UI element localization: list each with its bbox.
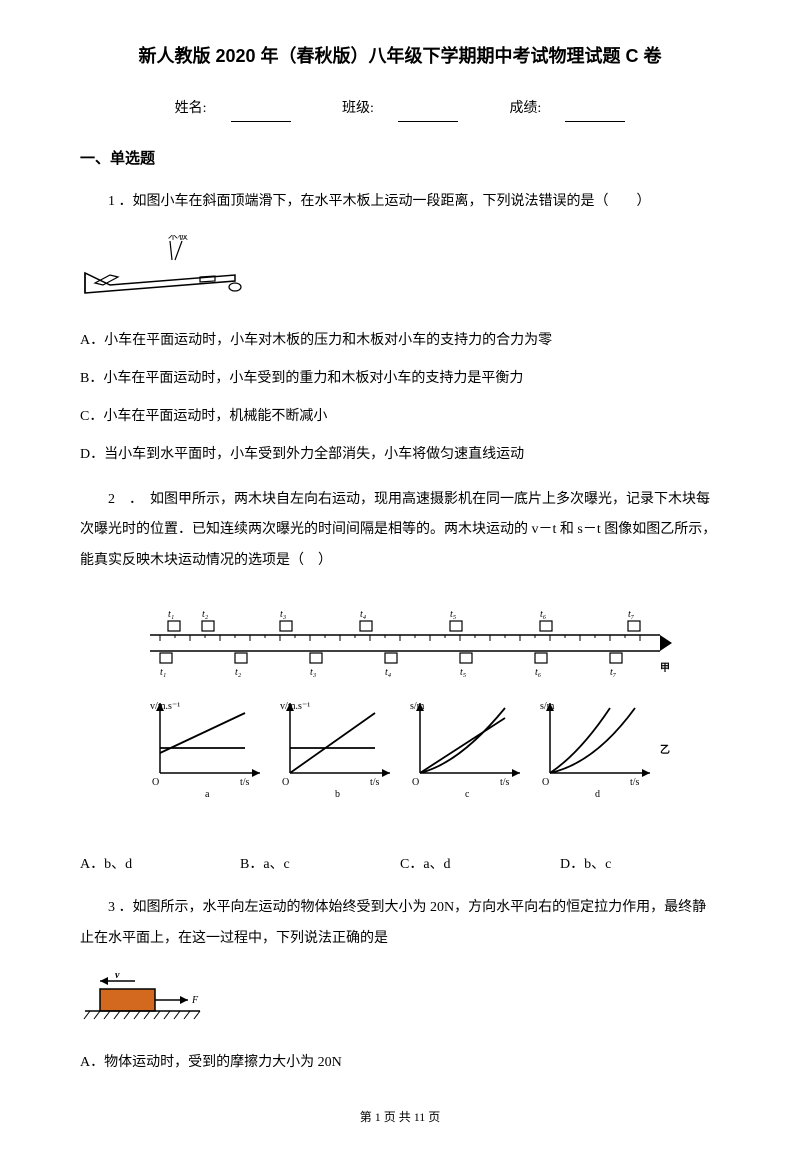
svg-text:板: 板 <box>178 235 188 242</box>
svg-text:t₁: t₁ <box>168 609 174 620</box>
svg-text:v/m.s⁻¹: v/m.s⁻¹ <box>280 701 310 712</box>
svg-text:O: O <box>412 777 419 788</box>
svg-text:t₅: t₅ <box>450 609 457 620</box>
svg-text:s/m: s/m <box>410 701 425 712</box>
graph-b: v/m.s⁻¹ O t/s b <box>280 701 390 800</box>
svg-text:d: d <box>595 789 600 800</box>
jia-label: 甲 <box>660 662 670 674</box>
q1-optA: A．小车在平面运动时，小车对木板的压力和木板对小车的支持力的合力为零 <box>80 327 720 355</box>
svg-text:a: a <box>205 789 210 800</box>
svg-text:F: F <box>191 995 199 1006</box>
q2-optA: A．b、d <box>80 852 240 877</box>
svg-text:t/s: t/s <box>630 777 640 788</box>
q1-optB: B．小车在平面运动时，小车受到的重力和木板对小车的支持力是平衡力 <box>80 365 720 393</box>
svg-text:b: b <box>335 789 340 800</box>
q1-options: A．小车在平面运动时，小车对木板的压力和木板对小车的支持力的合力为零 B．小车在… <box>80 327 720 469</box>
page-title: 新人教版 2020 年（春秋版）八年级下学期期中考试物理试题 C 卷 <box>80 40 720 72</box>
graph-c: s/m O t/s c <box>410 701 520 800</box>
q3-optA: A．物体运动时，受到的摩擦力大小为 20N <box>80 1049 720 1077</box>
svg-text:t₄: t₄ <box>385 667 392 678</box>
graph-a: v/m.s⁻¹ O t/s a <box>150 701 260 800</box>
score-label: 成绩: <box>497 101 637 116</box>
timeline-bottom: t₁ t₂ t₃ t₄ t₅ t₆ t₇ <box>160 653 622 678</box>
yi-label: 乙 <box>660 744 670 756</box>
svg-text:t₁: t₁ <box>160 667 166 678</box>
q2-optD: D．b、c <box>560 852 720 877</box>
q2-optB: B．a、c <box>240 852 400 877</box>
svg-text:t₂: t₂ <box>235 667 242 678</box>
svg-text:t₅: t₅ <box>460 667 467 678</box>
svg-text:O: O <box>152 777 159 788</box>
svg-text:t/s: t/s <box>240 777 250 788</box>
svg-text:t₂: t₂ <box>202 609 209 620</box>
q1-optC: C．小车在平面运动时，机械能不断减小 <box>80 403 720 431</box>
page-footer: 第 1 页 共 11 页 <box>80 1107 720 1129</box>
svg-text:v/m.s⁻¹: v/m.s⁻¹ <box>150 701 180 712</box>
section-title: 一、单选题 <box>80 146 720 173</box>
q2-stem: 2 ． 如图甲所示，两木块自左向右运动，现用高速摄影机在同一底片上多次曝光，记录… <box>80 485 720 577</box>
graph-d: s/m O t/s d <box>540 701 650 800</box>
timeline-top: t₁ t₂ t₃ t₄ t₅ t₆ t₇ <box>168 609 640 631</box>
q2-options: A．b、d B．a、c C．a、d D．b、c <box>80 852 720 877</box>
name-label: 姓名: <box>163 101 303 116</box>
q3-figure: v F <box>80 973 720 1037</box>
svg-text:s/m: s/m <box>540 701 555 712</box>
class-label: 班级: <box>330 101 470 116</box>
svg-text:t₇: t₇ <box>610 667 617 678</box>
svg-text:t/s: t/s <box>500 777 510 788</box>
q3-stem: 3 ．如图所示，水平向左运动的物体始终受到大小为 20N，方向水平向右的恒定拉力… <box>80 893 720 955</box>
svg-text:t₄: t₄ <box>360 609 367 620</box>
svg-text:t₃: t₃ <box>280 609 287 620</box>
svg-text:O: O <box>542 777 549 788</box>
q3-options: A．物体运动时，受到的摩擦力大小为 20N <box>80 1049 720 1077</box>
svg-text:v: v <box>115 973 120 981</box>
svg-text:t₆: t₆ <box>540 609 547 620</box>
svg-text:t/s: t/s <box>370 777 380 788</box>
svg-text:t₃: t₃ <box>310 667 317 678</box>
svg-text:c: c <box>465 789 470 800</box>
info-row: 姓名: 班级: 成绩: <box>80 96 720 121</box>
svg-text:t₆: t₆ <box>535 667 542 678</box>
q2-optC: C．a、d <box>400 852 560 877</box>
q1-stem: 1 ．如图小车在斜面顶端滑下，在水平木板上运动一段距离，下列说法错误的是（ ） <box>80 187 720 218</box>
fig1-label: 木 <box>168 235 178 242</box>
q1-optD: D．当小车到水平面时，小车受到外力全部消失，小车将做匀速直线运动 <box>80 441 720 469</box>
svg-text:O: O <box>282 777 289 788</box>
q2-figure: t₁ t₂ t₃ t₄ t₅ t₆ t₇ <box>80 595 720 840</box>
svg-text:t₇: t₇ <box>628 609 635 620</box>
q1-figure: 木 板 <box>80 235 720 314</box>
